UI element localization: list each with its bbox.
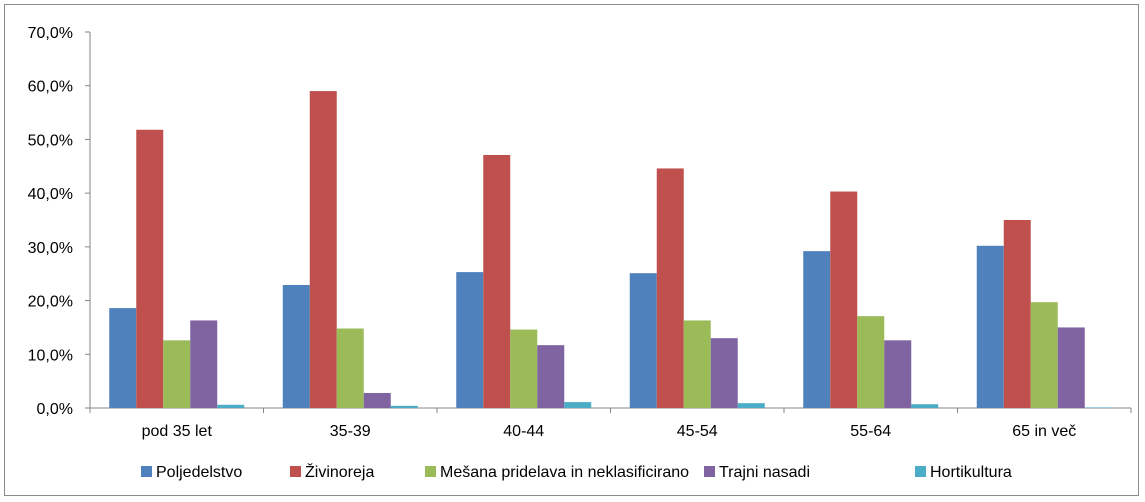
bar-Živinoreja [136,129,164,408]
x-tick-label: 40-44 [503,423,544,440]
legend-swatch [141,466,152,477]
legend-swatch [425,466,436,477]
x-tick-label: 45-54 [677,423,718,440]
y-tick-label: 20,0% [28,294,73,311]
chart-frame [4,4,1139,496]
legend-swatch [290,466,301,477]
bar-Trajni nasadi [190,320,218,408]
y-tick-label: 70,0% [28,25,73,42]
bar-Živinoreja [830,191,858,408]
bar-Živinoreja [656,168,684,408]
bar-Mešana pridelava in neklasificirano [683,320,711,408]
y-tick-label: 30,0% [28,240,73,257]
x-tick-label: 35-39 [330,423,371,440]
bar-Živinoreja [483,155,511,408]
bar-Trajni nasadi [537,345,565,408]
x-tick-label: 65 in več [1012,423,1076,440]
bar-Mešana pridelava in neklasificirano [510,329,538,408]
bar-Mešana pridelava in neklasificirano [857,316,885,408]
bar-Trajni nasadi [363,392,391,408]
bar-Trajni nasadi [710,338,738,408]
bar-Mešana pridelava in neklasificirano [163,340,191,408]
legend-swatch [704,466,715,477]
legend-swatch [915,466,926,477]
y-tick-label: 10,0% [28,347,73,364]
bar-Mešana pridelava in neklasificirano [336,328,364,408]
bar-Poljedelstvo [803,251,831,408]
bar-Poljedelstvo [456,272,484,408]
y-tick-label: 60,0% [28,79,73,96]
legend-label: Živinoreja [305,462,374,481]
bar-Živinoreja [1003,220,1031,408]
y-tick-label: 40,0% [28,186,73,203]
bar-Trajni nasadi [1057,327,1085,408]
bar-Hortikultura [1084,407,1112,408]
bar-Hortikultura [911,404,939,408]
y-tick-label: 50,0% [28,132,73,149]
bar-Hortikultura [737,403,765,408]
bar-Trajni nasadi [884,340,912,408]
x-tick-label: pod 35 let [142,423,213,440]
bar-Poljedelstvo [629,273,657,408]
x-tick-label: 55-64 [850,423,891,440]
bar-Mešana pridelava in neklasificirano [1030,302,1058,408]
legend-label: Trajni nasadi [719,464,810,481]
bar-Živinoreja [309,91,337,408]
legend-label: Poljedelstvo [156,464,242,481]
bar-Poljedelstvo [282,284,310,408]
bar-Hortikultura [390,405,418,408]
legend-label: Mešana pridelava in neklasificirano [440,464,689,481]
bar-Hortikultura [564,402,592,408]
legend-label: Hortikultura [930,464,1012,481]
bar-Poljedelstvo [976,245,1004,408]
bar-Poljedelstvo [109,308,137,408]
bar-Hortikultura [217,404,245,408]
y-tick-label: 0,0% [37,401,73,418]
